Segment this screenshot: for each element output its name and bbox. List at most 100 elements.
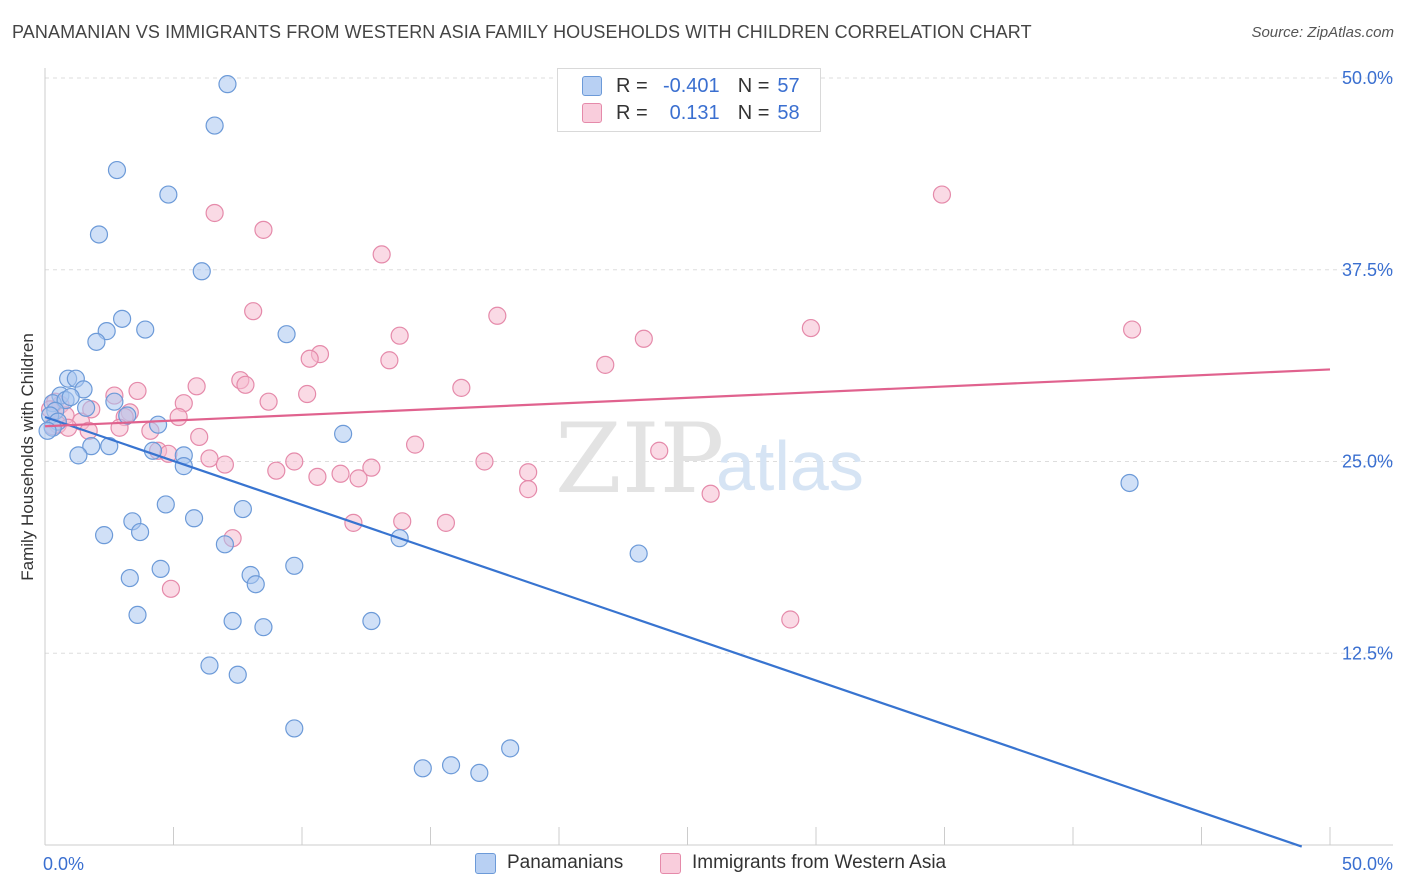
western-asia-point [372,245,391,264]
r-label: R = [616,74,648,97]
n-label: N = [737,74,770,97]
legend-label: Panamanians [507,852,624,873]
western-asia-point [781,610,800,629]
panamanians-point [228,665,247,684]
western-asia-point [801,318,820,338]
western-asia-point [436,513,456,532]
y-tick-label: 12.5% [1342,643,1393,663]
panamanians-point [215,535,234,554]
panamanians-point [77,398,96,417]
western-asia-point [200,449,219,468]
panamanians-point [629,544,648,563]
stats-legend: R = -0.401 N = 57 R = 0.131 N = 58 [557,68,821,132]
western-asia-point [475,452,494,471]
r-value: -0.401 [662,74,720,97]
western-asia-point [254,220,273,239]
panamanians-point [148,415,168,434]
panamanians-point [87,332,106,351]
panamanians-point [95,526,114,545]
western-asia-point [236,375,255,394]
panamanians-point [470,763,489,783]
western-asia-point [380,351,399,370]
panamanians-point [100,437,119,456]
chart-source: Source: ZipAtlas.com [1251,24,1394,41]
western-asia-point [298,384,317,404]
panamanians-point [277,325,296,344]
r-label: R = [616,101,648,124]
western-asia-point [596,355,615,374]
panamanians-point [184,509,204,528]
legend-swatch-blue [582,76,602,96]
panamanians-point [218,75,237,94]
panamanians-point [159,185,178,204]
watermark-zip: ZIP [555,403,724,515]
western-asia-point [519,463,538,482]
western-asia-point [169,407,188,427]
western-asia-point [187,377,206,396]
western-asia-point [285,452,304,471]
legend-swatch-pink [660,852,681,874]
panamanians-point [200,656,219,675]
western-asia-trend-line [44,368,1331,428]
n-value: 58 [777,101,800,124]
series-legend: Panamanians Immigrants from Western Asia [0,852,1406,878]
panamanians-point [1120,473,1139,493]
western-asia-point [190,427,209,447]
western-asia-point [161,579,181,598]
panamanians-point [118,406,137,425]
western-asia-point [205,203,224,223]
panamanians-point [223,611,242,631]
x-tick-label: 0.0% [43,854,84,874]
western-asia-point [1123,320,1142,339]
panamanians-point [205,116,224,135]
western-asia-point [308,467,327,486]
western-asia-point [300,349,319,368]
western-asia-point [267,461,286,480]
watermark-atlas: atlas [716,427,864,505]
western-asia-point [390,326,409,345]
tick-labels: 12.5% 25.0% 37.5% 50.0% 0.0% 50.0% [43,68,1393,874]
panamanians-point [112,309,132,328]
panamanians-point [156,495,175,514]
western-asia-point [362,458,381,477]
gridlines [45,77,1393,654]
stats-row-western-asia: R = 0.131 N = 58 [582,101,800,125]
panamanians-point [362,611,381,631]
panamanians-point [501,739,520,758]
panamanians-point [441,756,461,775]
panamanians-point [105,392,124,411]
western-asia-point [215,455,234,474]
western-asia-point [259,392,278,411]
axes [44,68,1393,846]
panamanians-point [413,759,432,778]
series-panamanians-points [38,75,1139,783]
panamanians-point [334,424,353,443]
panamanians-trend-line [44,415,1303,848]
panamanians-point [107,160,127,180]
panamanians-point [130,522,150,542]
trend-lines [44,368,1331,848]
panamanians-point [120,568,139,588]
panamanians-point [246,575,265,594]
legend-item-western-asia[interactable]: Immigrants from Western Asia [660,852,946,874]
western-asia-point [488,306,507,325]
western-asia-point [128,381,147,401]
western-asia-point [452,378,471,397]
panamanians-point [254,618,273,637]
western-asia-point [932,185,952,204]
panamanians-point [69,446,88,465]
legend-item-panamanians[interactable]: Panamanians [475,852,623,874]
panamanians-point [136,320,155,339]
n-label: N = [737,101,770,124]
legend-label: Immigrants from Western Asia [692,852,947,873]
legend-swatch-blue [475,852,496,874]
x-tick-label: 50.0% [1342,854,1393,874]
y-tick-label: 25.0% [1342,452,1393,472]
western-asia-point [405,435,425,454]
y-tick-label: 37.5% [1342,260,1393,280]
r-value: 0.131 [669,101,720,124]
watermark: ZIP atlas [555,403,864,515]
western-asia-point [393,512,412,531]
panamanians-point [233,499,252,519]
